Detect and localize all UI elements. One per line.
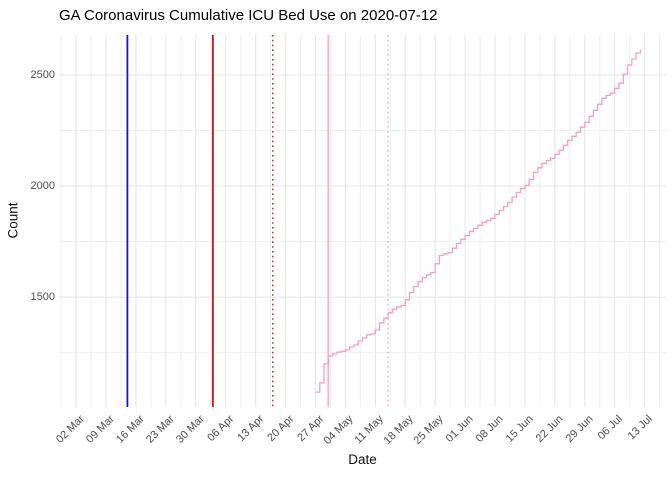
chart-title: GA Coronavirus Cumulative ICU Bed Use on… [59, 7, 438, 24]
y-axis-title: Count [5, 202, 21, 239]
x-axis-title: Date [348, 452, 377, 467]
y-tick-label: 2000 [30, 180, 55, 193]
y-tick-label: 1500 [30, 291, 55, 304]
cumulative-icu-line [315, 49, 642, 393]
y-tick-label: 2500 [30, 68, 55, 81]
